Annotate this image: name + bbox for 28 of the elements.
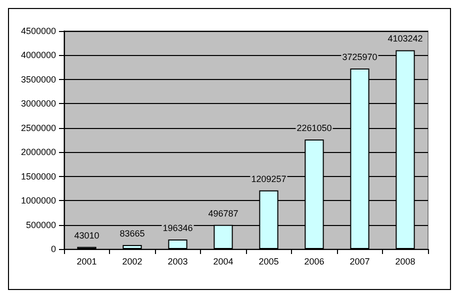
- y-tick-label: 1500000: [20, 171, 56, 182]
- data-label: 2261050: [296, 122, 332, 133]
- y-tick-label: 1000000: [20, 196, 56, 206]
- y-tick-label: 4000000: [20, 50, 56, 60]
- x-tick-label: 2007: [350, 256, 370, 266]
- x-tick-label: 2004: [213, 256, 234, 266]
- x-tick-label: 2003: [168, 256, 188, 266]
- data-label: 3725970: [342, 52, 378, 62]
- y-tick-label: 500000: [26, 220, 56, 230]
- data-label: 43010: [74, 230, 100, 240]
- bar: [122, 244, 142, 249]
- y-tick-label: 3000000: [20, 98, 56, 109]
- data-label: 83665: [120, 228, 145, 238]
- data-label: 196346: [162, 222, 193, 233]
- y-tick-label: 2000000: [20, 147, 56, 158]
- x-tick-label: 2008: [395, 256, 416, 266]
- y-tick-label: 2500000: [20, 122, 56, 133]
- bar: [168, 239, 188, 249]
- data-label: 496787: [208, 208, 238, 218]
- data-label: 1209257: [251, 174, 286, 184]
- x-tick-label: 2005: [258, 256, 279, 266]
- x-tick-label: 2002: [122, 256, 142, 266]
- data-label: 4103242: [388, 34, 423, 44]
- y-tick-label: 0: [50, 244, 56, 254]
- x-tick-label: 2006: [304, 256, 324, 266]
- y-tick-label: 4500000: [20, 26, 56, 36]
- y-tick-label: 3500000: [20, 74, 56, 84]
- x-tick-label: 2001: [76, 256, 97, 266]
